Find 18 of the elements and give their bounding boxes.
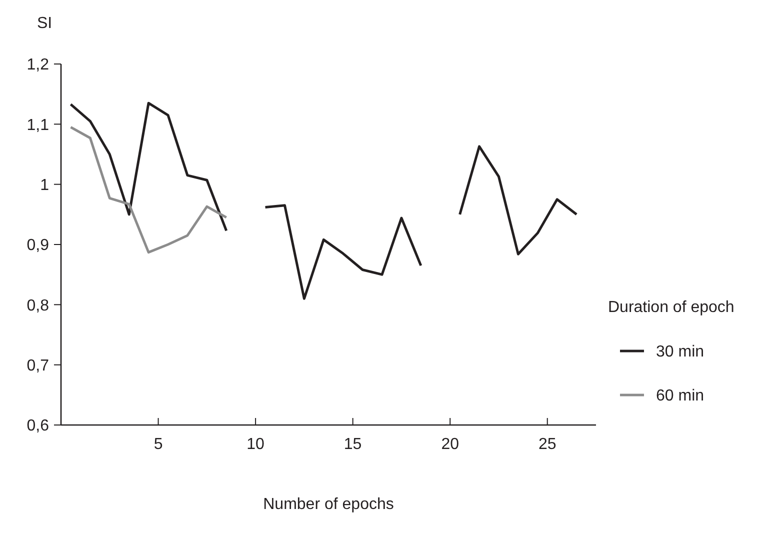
x-tick-label: 5 — [154, 436, 163, 453]
y-tick-label: 1,2 — [26, 56, 50, 74]
y-tick-label: 0,7 — [26, 357, 50, 374]
legend-title: Duration of epoch — [608, 299, 734, 316]
x-axis-title: Number of epochs — [263, 496, 394, 513]
legend-label: 30 min — [656, 344, 704, 361]
x-tick-label: 15 — [344, 436, 362, 453]
y-tick-label: 0,6 — [26, 418, 50, 435]
line-series — [69, 126, 228, 254]
y-tick-label: 0,8 — [26, 297, 50, 314]
y-axis-title: SI — [37, 15, 52, 32]
x-tick-label: 10 — [246, 436, 265, 453]
x-tick-label: 25 — [538, 436, 556, 453]
x-tick-label: 20 — [441, 436, 460, 453]
y-tick-label: 0,9 — [26, 237, 50, 254]
y-tick-label: 1,1 — [26, 116, 50, 134]
legend-label: 60 min — [656, 388, 704, 405]
y-tick-label: 1 — [40, 176, 50, 194]
